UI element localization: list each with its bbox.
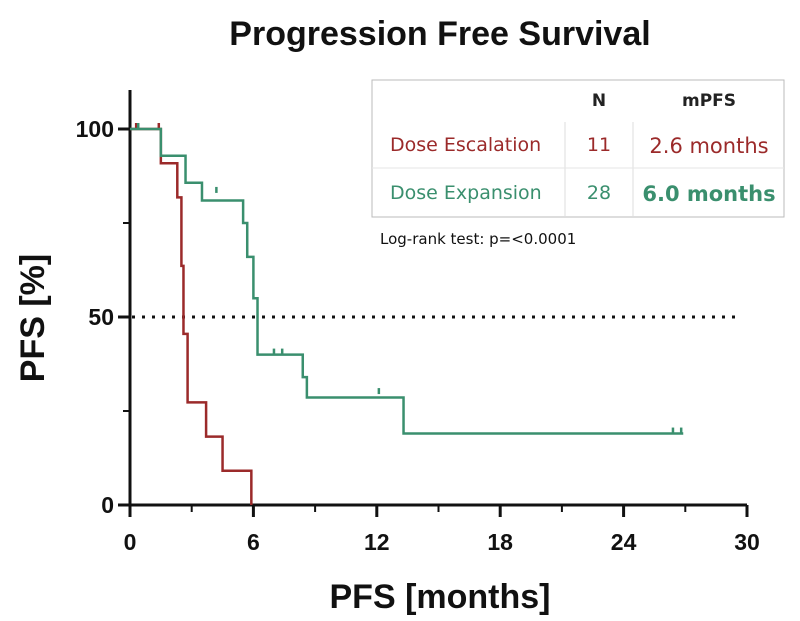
axes: 0 50 100 0 6 12 18 24 30 — [76, 90, 760, 555]
y-tick-label: 100 — [76, 116, 114, 142]
legend-box — [371, 79, 785, 218]
legend-expansion-mpfs: 6.0 months — [642, 182, 775, 206]
series-layer — [130, 123, 737, 505]
x-tick-label: 24 — [611, 529, 637, 555]
legend-escalation-n: 11 — [587, 134, 611, 156]
y-axis-label: PFS [%] — [14, 254, 52, 382]
dose-expansion-curve — [130, 127, 684, 435]
y-tick-label: 50 — [88, 304, 114, 330]
legend-escalation-mpfs: 2.6 months — [649, 134, 768, 158]
legend-header-n: N — [592, 91, 606, 111]
dose-escalation-curve — [130, 127, 253, 505]
x-tick-label: 0 — [124, 529, 137, 555]
logrank-annotation: Log-rank test: p=<0.0001 — [380, 230, 576, 248]
legend-table: N mPFS Dose Escalation 11 2.6 months Dos… — [371, 79, 785, 218]
x-tick-label: 18 — [487, 529, 513, 555]
y-tick-label: 0 — [101, 492, 114, 518]
x-tick-label: 30 — [734, 529, 760, 555]
legend-header-mpfs: mPFS — [682, 91, 736, 111]
legend-escalation-label: Dose Escalation — [390, 134, 541, 156]
x-tick-label: 12 — [364, 529, 390, 555]
x-axis-label: PFS [months] — [330, 578, 551, 616]
legend-expansion-n: 28 — [587, 182, 611, 204]
x-tick-label: 6 — [247, 529, 260, 555]
legend-expansion-label: Dose Expansion — [390, 182, 542, 204]
chart-title: Progression Free Survival — [229, 15, 650, 53]
